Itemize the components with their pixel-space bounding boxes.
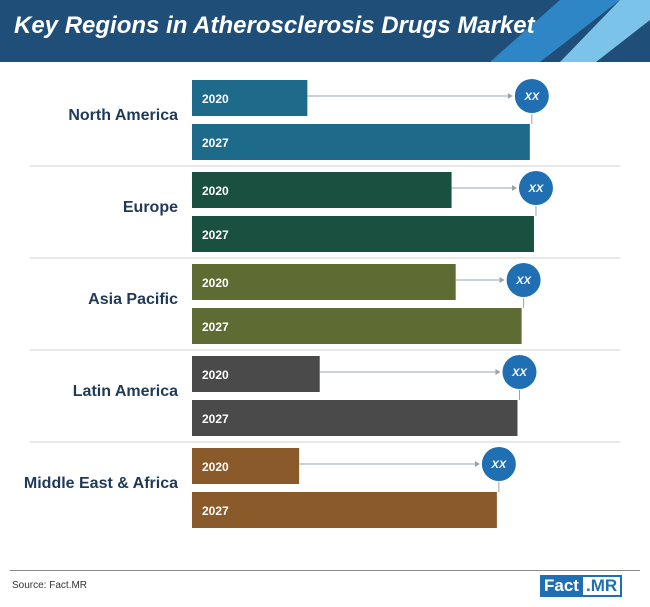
bar-2020: [192, 356, 320, 392]
bar-2020: [192, 80, 308, 116]
series-label-2027: 2027: [202, 136, 229, 150]
page-title: Key Regions in Atherosclerosis Drugs Mar…: [14, 12, 535, 39]
factmr-logo: Fact .MR: [540, 575, 623, 597]
arrow-head: [511, 185, 517, 191]
bar-2027: [192, 400, 518, 436]
bar-2027: [192, 492, 497, 528]
category-label: Middle East & Africa: [24, 475, 178, 492]
header-decoration: [470, 0, 650, 62]
regions-bar-chart: North America 2020 2027 XX Europe 2020 2027 XX A…: [24, 79, 620, 528]
category-label: Latin America: [73, 383, 178, 400]
series-label-2020: 2020: [202, 368, 229, 382]
bar-2020: [192, 172, 452, 208]
series-label-2020: 2020: [202, 92, 229, 106]
value-badge: [518, 171, 553, 205]
value-badge: [506, 263, 541, 297]
series-label-2027: 2027: [202, 504, 229, 518]
arrow-head: [499, 277, 505, 283]
header-banner: Key Regions in Atherosclerosis Drugs Mar…: [0, 0, 650, 62]
value-badge: [514, 79, 549, 113]
logo-part-fact: Fact: [540, 575, 583, 597]
arrow-head: [495, 369, 501, 375]
value-badge-label: XX: [515, 275, 531, 287]
logo-part-mr: .MR: [582, 575, 623, 597]
category-label: Europe: [123, 199, 178, 216]
value-badge-label: XX: [528, 183, 544, 195]
bar-2020: [192, 264, 456, 300]
value-badge-label: XX: [523, 91, 539, 103]
series-label-2027: 2027: [202, 228, 229, 242]
category-label: North America: [68, 107, 178, 124]
source-note: Source: Fact.MR: [12, 580, 88, 591]
bar-2020: [192, 448, 300, 484]
series-label-2020: 2020: [202, 184, 229, 198]
category-label: Asia Pacific: [88, 291, 178, 308]
value-badge: [481, 447, 516, 481]
series-label-2020: 2020: [202, 460, 229, 474]
bar-2027: [192, 124, 530, 160]
value-badge-label: XX: [511, 367, 527, 379]
series-label-2027: 2027: [202, 412, 229, 426]
arrow-head: [507, 93, 513, 99]
series-label-2020: 2020: [202, 276, 229, 290]
series-label-2027: 2027: [202, 320, 229, 334]
footer-divider: [10, 570, 640, 571]
arrow-head: [474, 461, 480, 467]
value-badge-label: XX: [491, 459, 507, 471]
header-band: [0, 0, 520, 62]
value-badge: [502, 355, 537, 389]
bar-2027: [192, 216, 534, 252]
bar-2027: [192, 308, 522, 344]
